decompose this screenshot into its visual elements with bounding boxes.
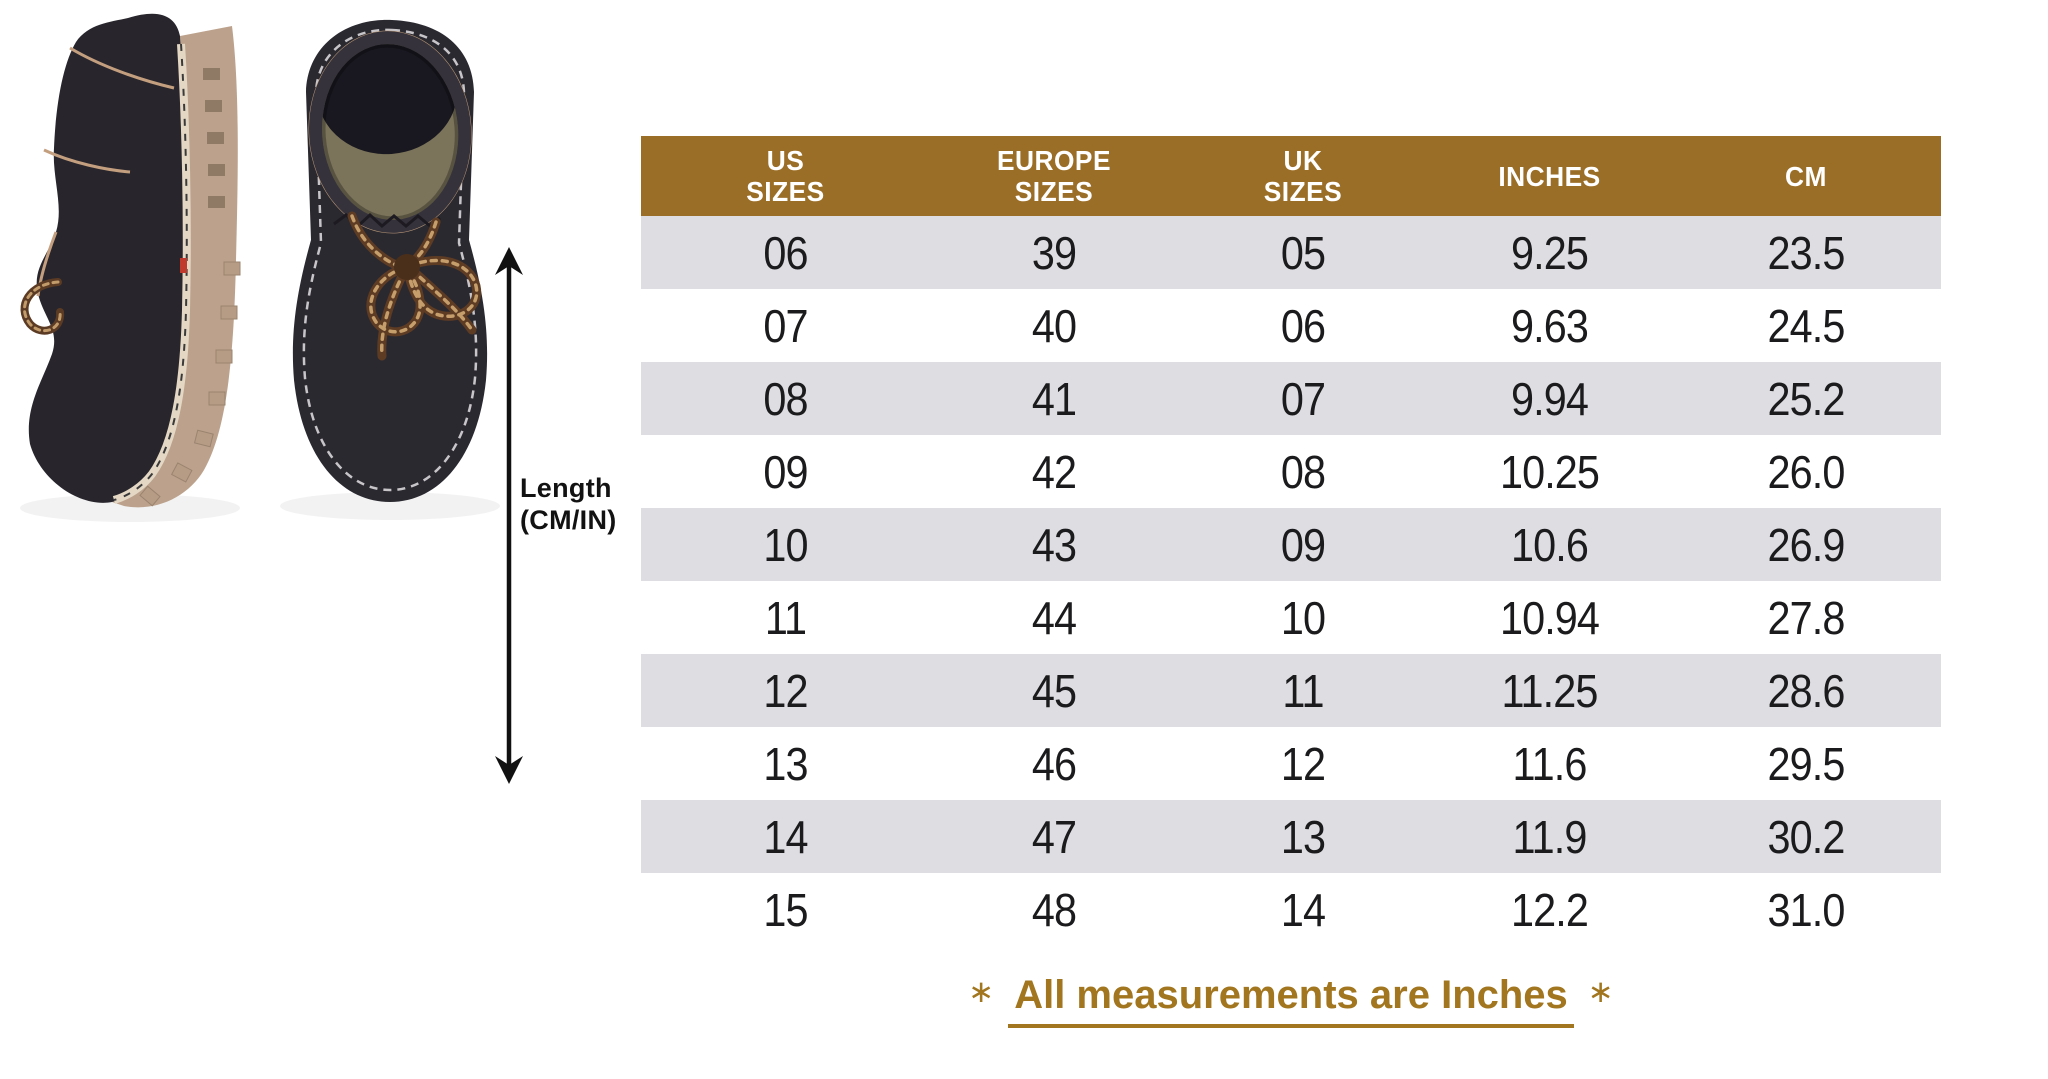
table-cell: 45: [1031, 664, 1077, 717]
table-cell: 26.9: [1767, 518, 1846, 571]
table-cell: 12: [763, 664, 808, 717]
table-cell: 39: [1031, 226, 1077, 279]
table-cell: 11: [764, 591, 807, 644]
shoe-side-view: [20, 13, 241, 508]
table-body: 06 39 05 9.25 23.5 07 40 06 9.63 24.5 08 41 07 9.94 25…: [641, 216, 1941, 946]
shoe-upper: [28, 13, 187, 503]
size-table: US SIZES EUROPE SIZES UK SIZES INCHES CM 06 3…: [641, 136, 1941, 946]
measurements-note: ∗ All measurements are Inches ∗: [641, 968, 1941, 1028]
table-cell: 11.25: [1501, 664, 1598, 717]
table-cell: 31.0: [1767, 883, 1846, 936]
table-cell: 11: [1282, 664, 1324, 717]
table-cell: 46: [1031, 737, 1077, 790]
length-arrow-icon: [495, 247, 523, 784]
table-row: 13 46 12 11.6 29.5: [641, 727, 1941, 800]
table-cell: 09: [1280, 518, 1326, 571]
shoe-top-view: [292, 19, 488, 502]
shoe-lace-loop: [20, 278, 65, 335]
table-row: 15 48 14 12.2 31.0: [641, 873, 1941, 946]
table-cell: 28.6: [1767, 664, 1846, 717]
table-cell: 11.9: [1512, 810, 1588, 863]
header-cell: EUROPE SIZES: [997, 145, 1111, 207]
table-cell: 13: [1280, 810, 1326, 863]
shoes-image: [20, 13, 500, 522]
table-row: 14 47 13 11.9 30.2: [641, 800, 1941, 873]
table-cell: 29.5: [1767, 737, 1846, 790]
lace-knot: [394, 254, 420, 280]
table-cell: 48: [1031, 883, 1077, 936]
table-row: 07 40 06 9.63 24.5: [641, 289, 1941, 362]
table-cell: 11.6: [1512, 737, 1588, 790]
header-cell: INCHES: [1498, 160, 1601, 192]
table-cell: 9.25: [1511, 226, 1589, 279]
table-row: 06 39 05 9.25 23.5: [641, 216, 1941, 289]
table-header-row: US SIZES EUROPE SIZES UK SIZES INCHES CM: [641, 136, 1941, 216]
table-cell: 9.63: [1511, 299, 1589, 352]
table-cell: 27.8: [1767, 591, 1846, 644]
table-cell: 10.94: [1499, 591, 1600, 644]
table-row: 12 45 11 11.25 28.6: [641, 654, 1941, 727]
table-cell: 07: [763, 299, 808, 352]
length-label: Length (CM/IN): [520, 473, 617, 535]
header-cell: UK SIZES: [1263, 145, 1343, 207]
shoe-opening: [308, 30, 472, 234]
table-row: 11 44 10 10.94 27.8: [641, 581, 1941, 654]
table-cell: 25.2: [1767, 372, 1846, 425]
table-cell: 10: [763, 518, 808, 571]
table-cell: 43: [1031, 518, 1077, 571]
table-cell: 06: [1280, 299, 1326, 352]
table-cell: 05: [1280, 226, 1326, 279]
table-cell: 10: [1280, 591, 1326, 644]
table-cell: 06: [763, 226, 808, 279]
asterisk-icon: ∗: [1587, 974, 1614, 1009]
table-cell: 14: [1280, 883, 1326, 936]
table-cell: 9.94: [1511, 372, 1589, 425]
table-cell: 12.2: [1511, 883, 1589, 936]
table-cell: 44: [1031, 591, 1077, 644]
table-cell: 26.0: [1767, 445, 1846, 498]
note-text: All measurements are Inches: [1008, 973, 1574, 1028]
table-row: 09 42 08 10.25 26.0: [641, 435, 1941, 508]
table-cell: 12: [1280, 737, 1326, 790]
table-cell: 09: [763, 445, 808, 498]
table-cell: 08: [763, 372, 808, 425]
table-cell: 08: [1280, 445, 1326, 498]
table-cell: 30.2: [1767, 810, 1846, 863]
table-cell: 40: [1031, 299, 1077, 352]
table-cell: 10.25: [1499, 445, 1600, 498]
shadow: [20, 494, 240, 522]
table-cell: 42: [1031, 445, 1077, 498]
header-cell: US SIZES: [746, 145, 825, 207]
shoe-laces: [347, 211, 482, 361]
table-cell: 14: [763, 810, 808, 863]
table-cell: 24.5: [1767, 299, 1846, 352]
table-cell: 13: [763, 737, 808, 790]
shadow: [280, 492, 500, 520]
asterisk-icon: ∗: [968, 974, 995, 1009]
table-cell: 41: [1031, 372, 1077, 425]
table-cell: 23.5: [1767, 226, 1846, 279]
brand-tag: [180, 258, 187, 273]
table-cell: 10.6: [1511, 518, 1589, 571]
table-row: 10 43 09 10.6 26.9: [641, 508, 1941, 581]
table-row: 08 41 07 9.94 25.2: [641, 362, 1941, 435]
table-cell: 07: [1280, 372, 1326, 425]
table-cell: 15: [763, 883, 808, 936]
shoe-sole: [112, 26, 241, 508]
header-cell: CM: [1785, 160, 1827, 192]
table-cell: 47: [1031, 810, 1077, 863]
shoe-welt: [112, 43, 191, 504]
